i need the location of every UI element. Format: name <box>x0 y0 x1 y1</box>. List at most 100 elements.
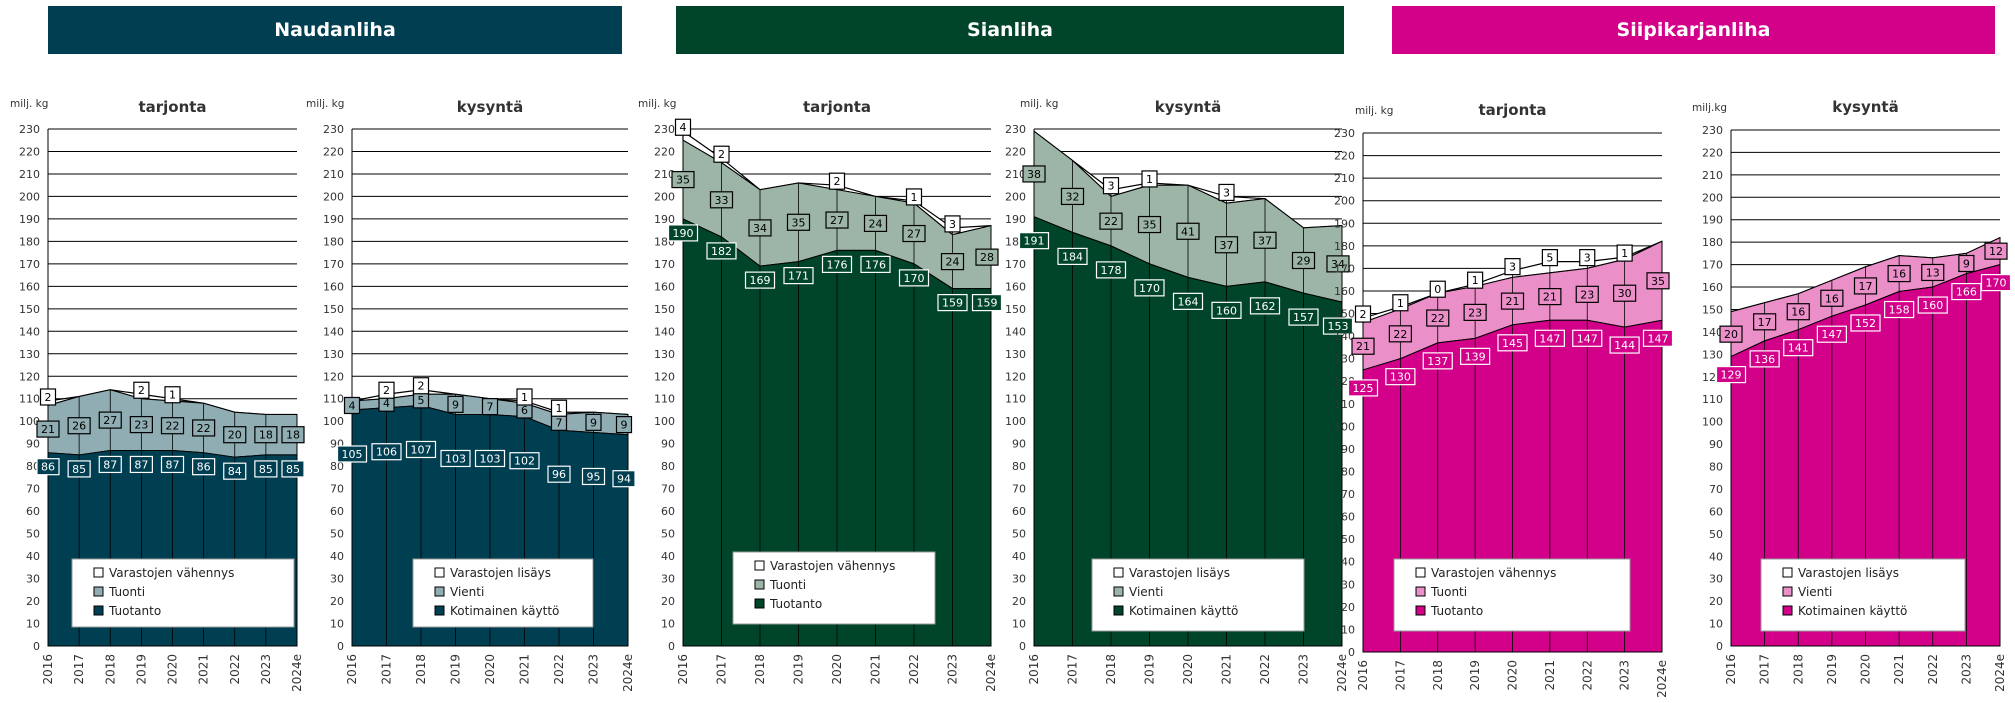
y-tick-label: 110 <box>1334 398 1355 411</box>
value-label-tuonti-box <box>748 219 772 237</box>
y-tick-label: 70 <box>330 483 344 496</box>
y-tick-label: 100 <box>1005 415 1026 428</box>
value-label-tuonti-box <box>709 191 734 209</box>
y-tick-label: 10 <box>1012 618 1026 631</box>
x-tick-label: 2022 <box>907 654 921 685</box>
value-label-varastojen-vähennys-box <box>905 188 923 206</box>
value-label-tuotanto: 144 <box>1614 339 1635 352</box>
value-label-tuotanto: 87 <box>103 458 117 471</box>
value-label-tuonti: 33 <box>715 194 729 207</box>
x-tick-label: 2018 <box>1104 654 1118 685</box>
x-tick-label: 2017 <box>1393 660 1407 691</box>
value-label-varastojen-vähennys-box <box>828 172 846 190</box>
y-tick-label: 210 <box>654 168 675 181</box>
value-label-tuonti-box <box>1351 337 1375 355</box>
value-label-kotimainen-käyttö: 106 <box>376 446 397 459</box>
value-label-tuotanto: 171 <box>788 270 809 283</box>
y-tick-label: 210 <box>19 168 40 181</box>
value-label-tuonti-box <box>98 411 122 429</box>
banner-sianliha: Sianliha <box>676 6 1344 54</box>
x-tick-label: 2021 <box>1543 660 1557 691</box>
value-label-tuonti: 22 <box>197 422 211 435</box>
legend-box <box>1091 558 1305 632</box>
x-tick-label: 2022 <box>228 654 242 685</box>
x-tick-label: 2016 <box>1027 654 1041 685</box>
value-label-tuonti: 21 <box>1356 340 1370 353</box>
value-label-tuotanto: 130 <box>1390 371 1411 384</box>
legend-swatch <box>1782 586 1793 597</box>
value-label-kotimainen-käyttö: 102 <box>514 455 535 468</box>
y-tick-label: 140 <box>1702 326 1723 339</box>
chart-title: kysyntä <box>1155 98 1221 116</box>
x-tick-label: 2022 <box>1926 654 1940 685</box>
y-tick-label: 0 <box>33 640 40 653</box>
x-tick-label: 2016 <box>41 654 55 685</box>
y-tick-label: 90 <box>1341 443 1355 456</box>
x-tick-label: 2022 <box>1580 660 1594 691</box>
x-tick-label: 2023 <box>587 654 601 685</box>
value-label-varastojen-lisäys: 3 <box>1108 180 1115 193</box>
value-label-tuonti-box <box>1500 292 1525 310</box>
y-tick-label: 90 <box>1709 438 1723 451</box>
legend-label: Tuonti <box>1430 585 1467 599</box>
legend-swatch <box>93 567 104 578</box>
value-label-varastojen-vähennys: 1 <box>911 191 918 204</box>
value-label-tuotanto: 85 <box>286 463 300 476</box>
legend-label: Vienti <box>1129 585 1163 599</box>
value-label-tuotanto-box <box>667 224 699 242</box>
y-tick-label: 150 <box>1334 308 1355 321</box>
y-axis-unit: milj. kg <box>1020 98 1058 110</box>
y-tick-label: 40 <box>661 550 675 563</box>
y-tick-label: 10 <box>330 618 344 631</box>
y-tick-label: 130 <box>323 348 344 361</box>
value-label-varastojen-vähennys: 1 <box>1621 247 1628 260</box>
legend-swatch <box>1113 605 1124 616</box>
value-label-tuonti: 35 <box>1651 275 1665 288</box>
legend-swatch <box>1782 605 1793 616</box>
value-label-vienti-box <box>1958 254 1975 273</box>
value-label-tuonti: 35 <box>676 174 690 187</box>
x-tick-label: 2024e <box>621 654 635 692</box>
y-tick-label: 30 <box>1012 573 1026 586</box>
value-label-tuotanto-box <box>67 460 91 478</box>
value-label-varastojen-vähennys-box <box>164 386 181 404</box>
legend-swatch <box>1415 605 1426 616</box>
value-label-tuotanto-box <box>898 269 930 287</box>
value-label-tuonti: 23 <box>1580 288 1594 301</box>
banner-naudanliha: Naudanliha <box>48 6 622 54</box>
value-label-kotimainen-käyttö-box <box>547 465 571 483</box>
y-tick-label: 220 <box>654 145 675 158</box>
y-tick-label: 60 <box>1341 511 1355 524</box>
value-label-tuotanto: 145 <box>1502 337 1523 350</box>
value-label-tuonti-box <box>1388 325 1412 343</box>
y-tick-label: 20 <box>330 595 344 608</box>
legend-swatch <box>754 579 765 590</box>
x-tick-label: 2024e <box>984 654 998 692</box>
value-label-vienti-box <box>585 413 602 431</box>
value-label-kotimainen-käyttö-box <box>509 452 540 470</box>
value-label-tuonti-box <box>223 426 247 444</box>
value-label-tuotanto: 176 <box>865 258 886 271</box>
x-tick-label: 2018 <box>103 654 117 685</box>
y-tick-label: 100 <box>1334 420 1355 433</box>
value-label-vienti: 9 <box>590 416 597 429</box>
y-tick-label: 200 <box>1005 190 1026 203</box>
x-tick-label: 2023 <box>259 654 273 685</box>
value-label-tuotanto: 182 <box>711 245 732 258</box>
y-tick-label: 90 <box>26 438 40 451</box>
y-tick-label: 230 <box>1334 127 1355 140</box>
x-tick-label: 2021 <box>1220 654 1234 685</box>
value-label-vienti: 37 <box>1220 239 1234 252</box>
value-label-kotimainen-käyttö-box <box>1018 232 1050 250</box>
value-label-vienti: 16 <box>1791 306 1805 319</box>
value-label-tuotanto-box <box>971 293 1003 312</box>
value-label-tuonti: 35 <box>792 216 806 229</box>
value-label-kotimainen-käyttö-box <box>371 443 402 461</box>
y-tick-label: 230 <box>323 123 344 136</box>
value-label-vienti: 9 <box>1963 257 1970 270</box>
legend-swatch <box>1415 586 1426 597</box>
value-label-vienti-box <box>1214 236 1239 254</box>
value-label-vienti-box <box>1060 187 1085 206</box>
x-tick-label: 2024e <box>1993 654 2007 692</box>
x-tick-label: 2016 <box>676 654 690 685</box>
